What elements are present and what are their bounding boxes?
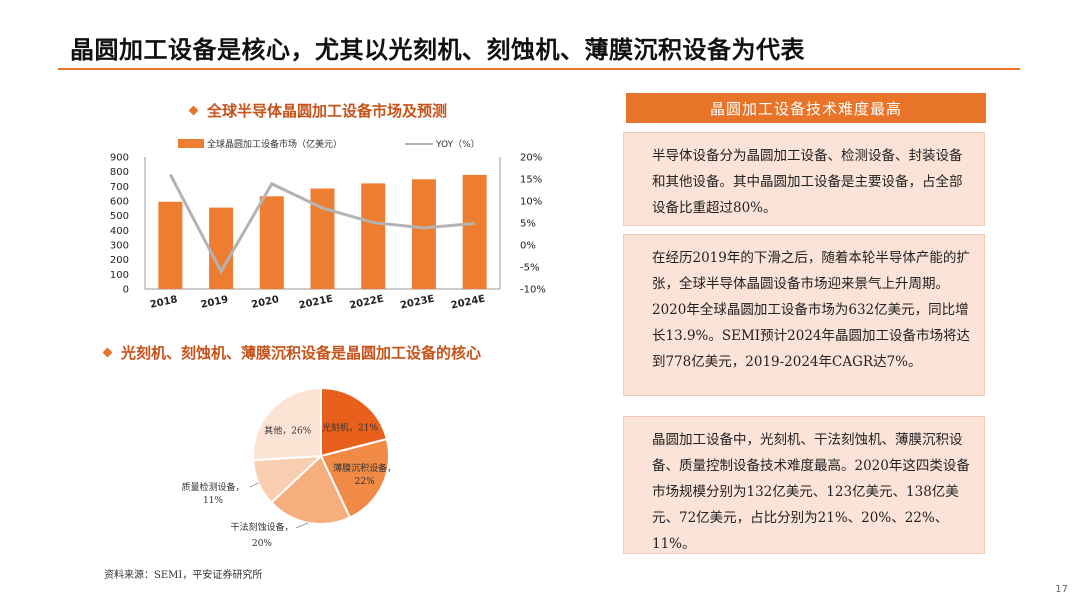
pie-label: 干法刻蚀设备，	[230, 521, 293, 533]
pie-leader-line	[249, 482, 259, 488]
bar	[158, 201, 183, 289]
text-box-1: 半导体设备分为晶圆加工设备、检测设备、封装设备和其他设备。其中晶圆加工设备是主要…	[623, 132, 985, 226]
source-note: 资料来源：SEMI，平安证券研究所	[104, 570, 263, 581]
y-left-tick-label: 300	[110, 241, 129, 252]
pie-chart-title: 光刻机、刻蚀机、薄膜沉积设备是晶圆加工设备的核心	[121, 344, 482, 362]
y-right-tick-label: 10%	[520, 197, 542, 208]
pie-slice	[319, 437, 390, 519]
text-box-2: 在经历2019年的下滑之后，随着本轮半导体产能的扩张，全球半导体晶圆设备市场迎来…	[623, 234, 985, 396]
bar	[361, 183, 386, 289]
y-right-tick-label: -10%	[520, 285, 546, 296]
y-left-tick-label: 0	[123, 285, 129, 296]
y-left-tick-label: 700	[110, 182, 129, 193]
y-left-tick-label: 800	[110, 167, 129, 178]
y-right-tick-label: 20%	[520, 153, 542, 164]
pie-slice	[320, 386, 389, 458]
y-left-tick-label: 400	[110, 226, 129, 237]
pie-leader-line	[295, 522, 309, 529]
y-left-tick-label: 500	[110, 211, 129, 222]
pie-label: 质量检测设备，	[181, 481, 244, 493]
legend-bar-swatch	[178, 139, 204, 148]
page-title: 晶圆加工设备是核心，尤其以光刻机、刻蚀机、薄膜沉积设备为代表	[70, 36, 805, 64]
bar	[462, 174, 487, 289]
title-divider	[58, 68, 1020, 70]
y-right-tick-label: 15%	[520, 175, 542, 186]
y-right-tick-label: 5%	[520, 219, 536, 230]
pie-label: 薄膜沉积设备，	[333, 462, 396, 474]
y-left-tick-label: 600	[110, 197, 129, 208]
y-left-tick-label: 100	[110, 270, 129, 281]
legend-bar-label: 全球晶圆加工设备市场（亿美元）	[207, 138, 342, 150]
bar	[209, 207, 234, 289]
y-left-tick-label: 900	[110, 153, 129, 164]
bar-chart-heading: 全球半导体晶圆加工设备市场及预测	[188, 100, 448, 121]
bar	[259, 196, 284, 289]
right-panel-header: 晶圆加工设备技术难度最高	[626, 93, 986, 123]
y-right-tick-label: -5%	[520, 263, 539, 274]
y-right-tick-label: 0%	[520, 241, 536, 252]
text-box-3: 晶圆加工设备中，光刻机、干法刻蚀机、薄膜沉积设备、质量控制设备技术难度最高。20…	[623, 416, 985, 554]
pie-label: 11%	[203, 496, 223, 506]
bar	[411, 179, 436, 289]
pie-label: 其他，26%	[264, 424, 311, 436]
pie-slice	[270, 454, 352, 525]
yoy-line	[169, 173, 475, 275]
page-number: 17	[1055, 584, 1068, 595]
pie-chart-heading: 光刻机、刻蚀机、薄膜沉积设备是晶圆加工设备的核心	[102, 342, 482, 363]
pie-label: 22%	[355, 477, 375, 487]
legend-line-label: YOY（%）	[435, 139, 480, 150]
pie-label: 20%	[252, 539, 272, 549]
bar-chart-title: 全球半导体晶圆加工设备市场及预测	[207, 102, 448, 120]
pie-label: 光刻机，21%	[322, 421, 378, 433]
pie-slice	[252, 386, 322, 462]
y-left-tick-label: 200	[110, 255, 129, 266]
